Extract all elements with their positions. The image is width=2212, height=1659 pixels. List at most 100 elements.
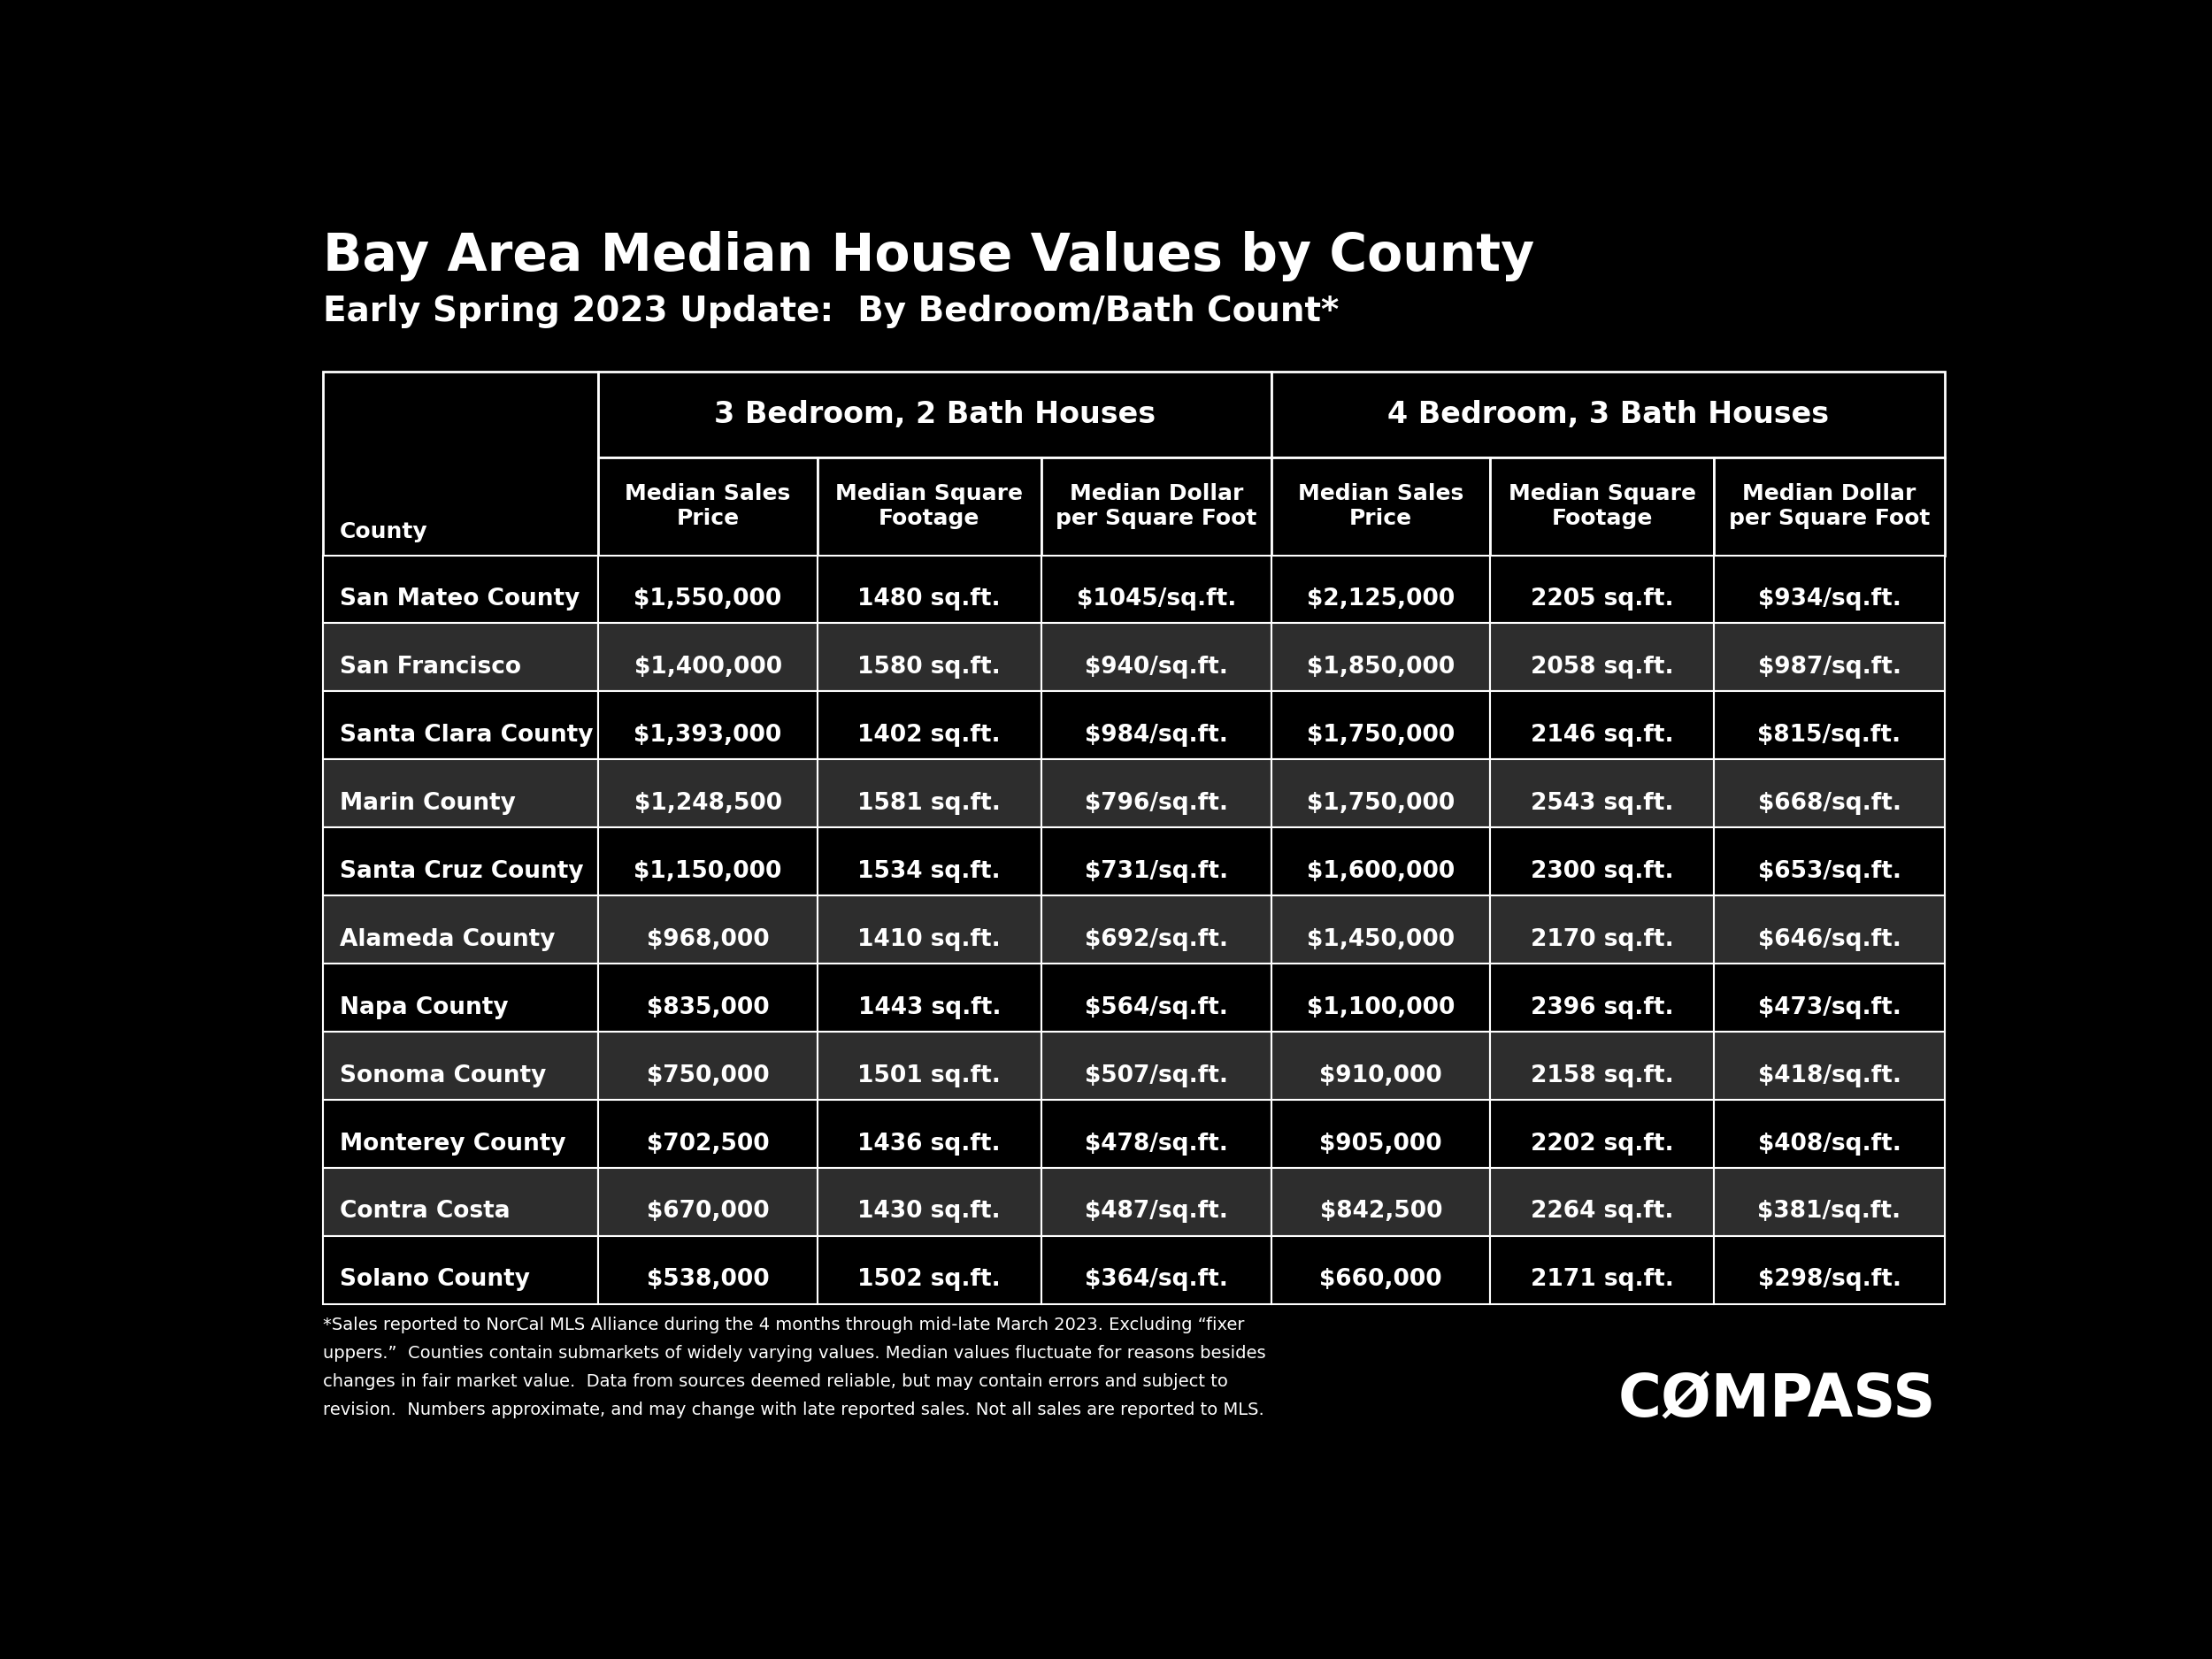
Text: $835,000: $835,000 <box>646 995 770 1019</box>
Bar <box>1042 828 1272 896</box>
Bar <box>1714 1032 1944 1100</box>
Bar <box>1042 1168 1272 1236</box>
Text: 1580 sq.ft.: 1580 sq.ft. <box>858 655 1000 679</box>
Bar <box>1042 692 1272 760</box>
Text: $987/sq.ft.: $987/sq.ft. <box>1759 655 1900 679</box>
Bar <box>1714 1100 1944 1168</box>
Bar <box>1491 556 1714 624</box>
Bar <box>599 964 818 1032</box>
Bar <box>599 828 818 896</box>
Text: $750,000: $750,000 <box>646 1063 770 1087</box>
Text: $796/sq.ft.: $796/sq.ft. <box>1084 791 1228 815</box>
Text: 2300 sq.ft.: 2300 sq.ft. <box>1531 859 1674 883</box>
Bar <box>1714 1168 1944 1236</box>
Text: 2058 sq.ft.: 2058 sq.ft. <box>1531 655 1674 679</box>
Text: Contra Costa: Contra Costa <box>341 1199 511 1223</box>
Bar <box>1491 692 1714 760</box>
Bar <box>599 1100 818 1168</box>
Text: $968,000: $968,000 <box>646 927 770 951</box>
Text: Early Spring 2023 Update:  By Bedroom/Bath Count*: Early Spring 2023 Update: By Bedroom/Bat… <box>323 295 1338 328</box>
Bar <box>1714 828 1944 896</box>
Text: $1,750,000: $1,750,000 <box>1307 723 1455 747</box>
Text: 1410 sq.ft.: 1410 sq.ft. <box>858 927 1000 951</box>
Bar <box>818 1032 1042 1100</box>
Bar <box>818 624 1042 692</box>
Text: Alameda County: Alameda County <box>341 927 555 951</box>
Bar <box>1491 828 1714 896</box>
Text: $731/sq.ft.: $731/sq.ft. <box>1084 859 1228 883</box>
Text: 2171 sq.ft.: 2171 sq.ft. <box>1531 1267 1674 1291</box>
Bar <box>599 692 818 760</box>
Text: 2146 sq.ft.: 2146 sq.ft. <box>1531 723 1674 747</box>
Text: $473/sq.ft.: $473/sq.ft. <box>1759 995 1900 1019</box>
Text: $842,500: $842,500 <box>1321 1199 1442 1223</box>
Bar <box>1714 964 1944 1032</box>
Bar <box>599 458 818 556</box>
Text: 1430 sq.ft.: 1430 sq.ft. <box>858 1199 1000 1223</box>
Bar <box>323 692 599 760</box>
Text: Napa County: Napa County <box>341 995 509 1019</box>
Bar <box>599 1032 818 1100</box>
Text: Median Dollar
per Square Foot: Median Dollar per Square Foot <box>1730 483 1929 529</box>
Text: 1480 sq.ft.: 1480 sq.ft. <box>858 587 1000 611</box>
Text: revision.  Numbers approximate, and may change with late reported sales. Not all: revision. Numbers approximate, and may c… <box>323 1402 1263 1418</box>
Text: Median Dollar
per Square Foot: Median Dollar per Square Foot <box>1055 483 1256 529</box>
Bar <box>1272 896 1491 964</box>
Bar <box>818 964 1042 1032</box>
Bar <box>818 692 1042 760</box>
Text: $364/sq.ft.: $364/sq.ft. <box>1084 1267 1228 1291</box>
Text: San Francisco: San Francisco <box>341 655 522 679</box>
Bar <box>323 1168 599 1236</box>
Bar <box>1042 760 1272 828</box>
Bar <box>1042 1032 1272 1100</box>
Text: $905,000: $905,000 <box>1321 1131 1442 1155</box>
Text: $1,400,000: $1,400,000 <box>635 655 781 679</box>
Text: Median Square
Footage: Median Square Footage <box>1509 483 1697 529</box>
Bar <box>323 1032 599 1100</box>
Bar <box>1042 1236 1272 1304</box>
Bar <box>323 828 599 896</box>
Text: 1534 sq.ft.: 1534 sq.ft. <box>858 859 1000 883</box>
Bar <box>818 556 1042 624</box>
Text: $538,000: $538,000 <box>646 1267 770 1291</box>
Bar <box>1042 556 1272 624</box>
Text: 2170 sq.ft.: 2170 sq.ft. <box>1531 927 1674 951</box>
Bar <box>1272 458 1491 556</box>
Bar <box>1272 1032 1491 1100</box>
Bar <box>1272 556 1491 624</box>
Bar <box>1491 458 1714 556</box>
Bar <box>599 624 818 692</box>
Text: Solano County: Solano County <box>341 1267 531 1291</box>
Bar <box>1491 1168 1714 1236</box>
Bar <box>323 624 599 692</box>
Text: 1501 sq.ft.: 1501 sq.ft. <box>858 1063 1000 1087</box>
Bar <box>818 1100 1042 1168</box>
Text: Marin County: Marin County <box>341 791 515 815</box>
Bar <box>1272 1100 1491 1168</box>
Text: *Sales reported to NorCal MLS Alliance during the 4 months through mid-late Marc: *Sales reported to NorCal MLS Alliance d… <box>323 1317 1245 1334</box>
Bar <box>1491 760 1714 828</box>
Bar <box>1272 1168 1491 1236</box>
Text: $1,150,000: $1,150,000 <box>635 859 783 883</box>
Text: $660,000: $660,000 <box>1321 1267 1442 1291</box>
Text: Median Sales
Price: Median Sales Price <box>626 483 790 529</box>
Text: $815/sq.ft.: $815/sq.ft. <box>1759 723 1900 747</box>
Text: 1581 sq.ft.: 1581 sq.ft. <box>858 791 1000 815</box>
Bar <box>1491 1236 1714 1304</box>
Text: $653/sq.ft.: $653/sq.ft. <box>1759 859 1900 883</box>
Bar <box>1491 896 1714 964</box>
Text: $1,850,000: $1,850,000 <box>1307 655 1455 679</box>
Text: $984/sq.ft.: $984/sq.ft. <box>1084 723 1228 747</box>
Bar <box>818 1168 1042 1236</box>
Text: 2396 sq.ft.: 2396 sq.ft. <box>1531 995 1674 1019</box>
Bar <box>599 896 818 964</box>
Bar <box>1272 1236 1491 1304</box>
Bar <box>323 760 599 828</box>
Text: $670,000: $670,000 <box>646 1199 770 1223</box>
Text: San Mateo County: San Mateo County <box>341 587 580 611</box>
Text: 3 Bedroom, 2 Bath Houses: 3 Bedroom, 2 Bath Houses <box>714 400 1157 430</box>
Bar <box>599 1236 818 1304</box>
Text: $298/sq.ft.: $298/sq.ft. <box>1759 1267 1900 1291</box>
Text: $478/sq.ft.: $478/sq.ft. <box>1084 1131 1228 1155</box>
Bar <box>1042 458 1272 556</box>
